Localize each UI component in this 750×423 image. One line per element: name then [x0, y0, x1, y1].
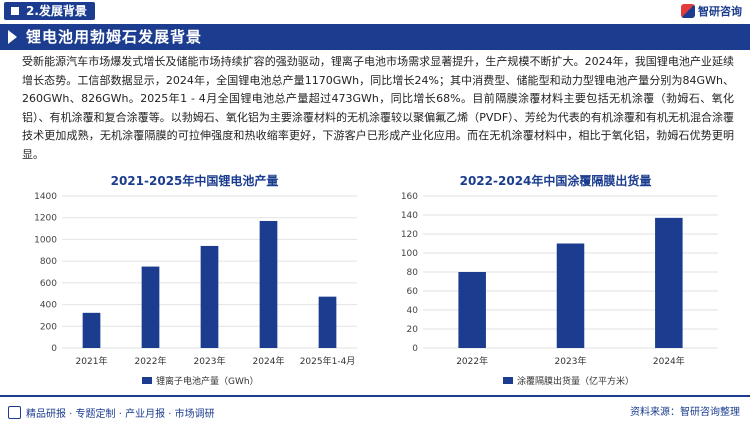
- brand-logo-icon: [681, 4, 695, 18]
- y-tick-label: 1000: [34, 235, 57, 245]
- chart-title: 2022-2024年中国涂覆隔膜出货量: [459, 174, 652, 188]
- legend-swatch: [142, 377, 152, 384]
- footer-divider: [0, 395, 750, 397]
- report-icon: [8, 406, 21, 419]
- section-label: 2.发展背景: [26, 4, 87, 18]
- chart-lithium-production: 2021-2025年中国锂电池产量 0 200 400 600 800 1000 1200 1…: [22, 172, 367, 392]
- x-tick-label: 2022年: [135, 355, 167, 367]
- section-tag: 2.发展背景: [4, 2, 95, 20]
- chart-legend: 锂离子电池产量（GWh）: [142, 374, 259, 387]
- bar: [318, 296, 337, 348]
- chart-title: 2021-2025年中国锂电池产量: [110, 174, 279, 188]
- body-paragraph: 受新能源汽车市场爆发式增长及储能市场持续扩容的强劲驱动，锂离子电池市场需求显著提…: [22, 55, 734, 161]
- bar: [200, 245, 219, 348]
- chevron-right-icon: [8, 30, 17, 44]
- legend-label: 锂离子电池产量（GWh）: [156, 377, 259, 387]
- x-tick-label: 2024年: [653, 355, 685, 367]
- x-tick-label: 2023年: [194, 355, 226, 367]
- y-tick-label: 60: [407, 287, 419, 297]
- bar: [82, 312, 101, 348]
- square-icon: [11, 7, 19, 15]
- top-bar: 2.发展背景 智研咨询: [0, 0, 750, 22]
- y-tick-label: 1200: [34, 214, 57, 224]
- x-tick-label: 2022年: [456, 355, 488, 367]
- x-tick-label: 2021年: [76, 355, 108, 367]
- y-tick-label: 140: [401, 211, 418, 221]
- chart-legend: 涂覆隔膜出货量（亿平方米）: [503, 374, 634, 387]
- x-tick-label: 2024年: [253, 355, 285, 367]
- footer-left: 精品研报 · 专题定制 · 产业月报 · 市场调研: [8, 405, 215, 420]
- bar: [556, 243, 585, 348]
- y-tick-label: 0: [51, 344, 57, 354]
- bar: [259, 220, 278, 348]
- chart-svg: 0 200 400 600 800 1000 1200 1400 2021年 2022年 2023年…: [34, 192, 357, 367]
- brand-name: 智研咨询: [698, 5, 742, 18]
- footer-tagline: 精品研报 · 专题定制 · 产业月报 · 市场调研: [26, 409, 215, 420]
- y-tick-label: 400: [40, 301, 57, 311]
- footer-source: 资料来源：智研咨询整理: [630, 407, 740, 418]
- title-band: 锂电池用勃姆石发展背景: [0, 24, 750, 50]
- chart-coated-separator: 2022-2024年中国涂覆隔膜出货量 0 20 40 60 80 100 120 140 16…: [383, 172, 728, 392]
- y-tick-label: 1400: [34, 192, 57, 202]
- bar: [141, 266, 160, 348]
- y-tick-label: 600: [40, 279, 57, 289]
- y-tick-label: 20: [407, 325, 419, 335]
- x-tick-label: 2023年: [555, 355, 587, 367]
- bar: [655, 217, 683, 348]
- y-tick-label: 200: [40, 322, 57, 332]
- chart-svg: 0 20 40 60 80 100 120 140 160 2022年 2023年 2024年: [401, 192, 718, 367]
- legend-swatch: [503, 377, 513, 384]
- y-tick-label: 40: [407, 306, 419, 316]
- y-tick-label: 800: [40, 257, 57, 267]
- legend-label: 涂覆隔膜出货量（亿平方米）: [517, 377, 635, 387]
- y-tick-label: 160: [401, 192, 418, 202]
- y-tick-label: 120: [401, 230, 418, 240]
- page-title: 锂电池用勃姆石发展背景: [26, 28, 203, 46]
- y-tick-label: 80: [407, 268, 419, 278]
- y-tick-label: 100: [401, 249, 418, 259]
- y-tick-label: 0: [412, 344, 418, 354]
- bar: [458, 272, 486, 348]
- x-tick-label: 2025年1-4月: [300, 355, 356, 367]
- brand-top: 智研咨询: [681, 3, 742, 19]
